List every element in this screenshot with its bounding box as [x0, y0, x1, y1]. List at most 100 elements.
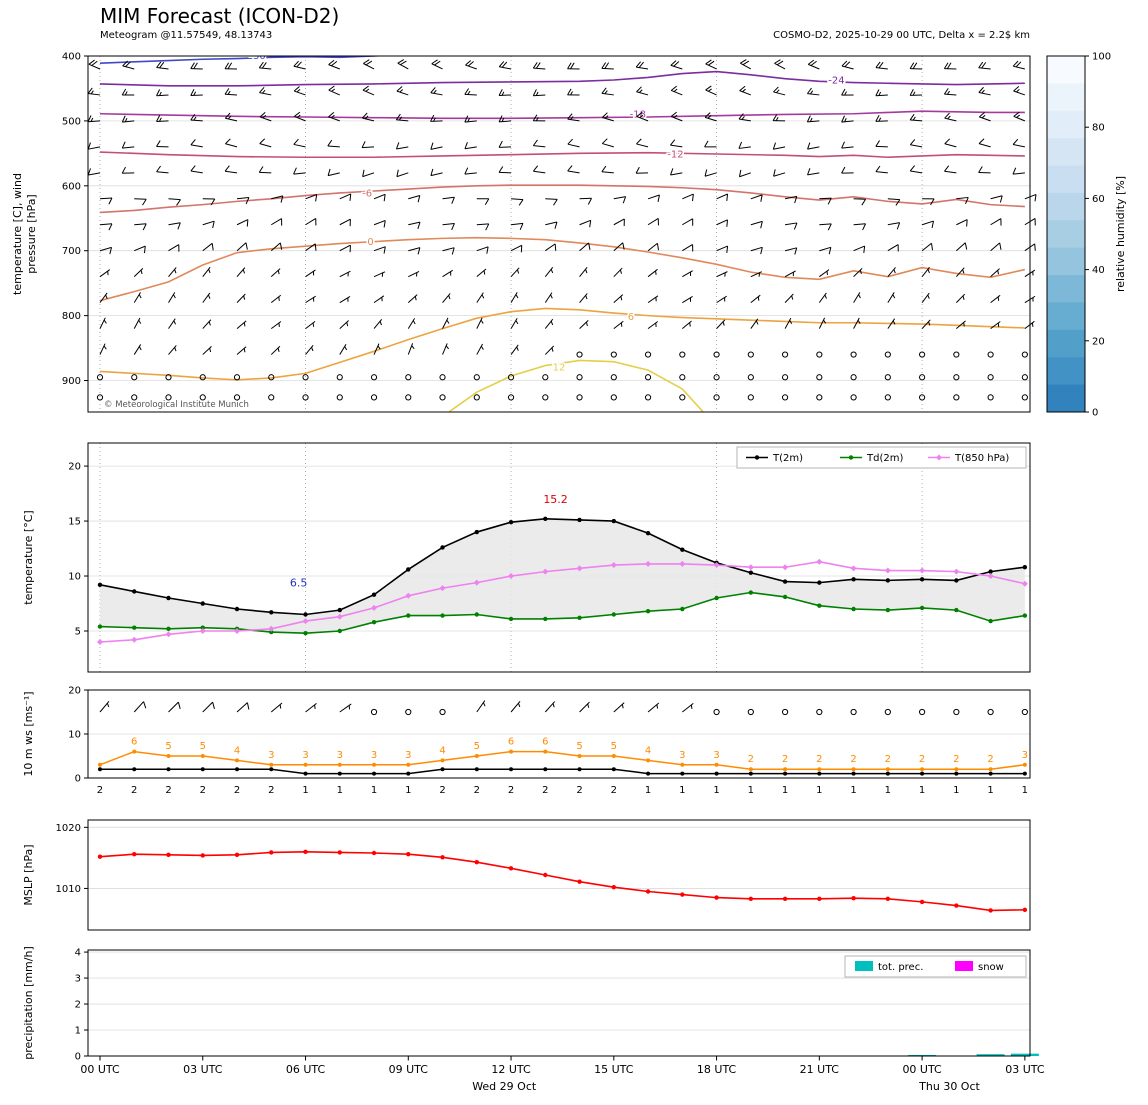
svg-text:0: 0 — [75, 1052, 81, 1063]
svg-text:18 UTC: 18 UTC — [697, 1063, 737, 1076]
svg-text:20: 20 — [68, 462, 81, 473]
svg-text:3: 3 — [268, 750, 274, 761]
svg-text:1: 1 — [919, 785, 925, 796]
svg-text:3: 3 — [1022, 750, 1028, 761]
svg-text:1: 1 — [748, 785, 754, 796]
svg-text:1: 1 — [953, 785, 959, 796]
svg-text:-6: -6 — [362, 188, 372, 199]
svg-text:12 UTC: 12 UTC — [491, 1063, 531, 1076]
svg-text:2: 2 — [953, 754, 959, 765]
svg-text:20: 20 — [1092, 336, 1105, 347]
svg-text:5: 5 — [576, 741, 582, 752]
svg-text:snow: snow — [978, 962, 1004, 973]
svg-text:6: 6 — [542, 737, 548, 748]
svg-text:4: 4 — [234, 745, 240, 756]
svg-text:1: 1 — [75, 1026, 81, 1037]
location-subtitle: Meteogram @11.57549, 48.13743 — [100, 30, 273, 41]
svg-text:80: 80 — [1092, 123, 1105, 134]
svg-text:3: 3 — [371, 750, 377, 761]
svg-text:2: 2 — [542, 785, 548, 796]
svg-text:100: 100 — [1092, 52, 1111, 63]
temperature-legend: T(2m) Td(2m) T(850 hPa) — [736, 446, 1027, 469]
svg-text:03 UTC: 03 UTC — [1005, 1063, 1045, 1076]
svg-text:6: 6 — [131, 737, 137, 748]
svg-text:tot. prec.: tot. prec. — [878, 962, 923, 973]
svg-text:1: 1 — [850, 785, 856, 796]
svg-text:400: 400 — [62, 52, 81, 63]
svg-text:3: 3 — [713, 750, 719, 761]
svg-text:60: 60 — [1092, 194, 1105, 205]
svg-text:5: 5 — [611, 741, 617, 752]
svg-text:2: 2 — [885, 754, 891, 765]
svg-text:2: 2 — [611, 785, 617, 796]
svg-text:4: 4 — [645, 745, 651, 756]
svg-text:12: 12 — [553, 362, 566, 373]
panel-temperature: 15.2 6.5 T(2m) Td(2m) T(850 hPa) 5 10 15 20 tempe… — [22, 442, 1031, 673]
svg-text:800: 800 — [62, 311, 81, 322]
svg-text:1: 1 — [371, 785, 377, 796]
svg-text:2: 2 — [75, 1000, 81, 1011]
svg-text:5: 5 — [200, 741, 206, 752]
ylabel-mslp: MSLP [hPa] — [22, 844, 35, 905]
svg-text:21 UTC: 21 UTC — [800, 1063, 840, 1076]
svg-text:-24: -24 — [828, 76, 844, 87]
t2m-td2m-fill — [99, 518, 1025, 634]
svg-text:2: 2 — [439, 785, 445, 796]
wind-barb-grid — [87, 59, 1037, 401]
svg-text:3: 3 — [75, 974, 81, 985]
svg-text:1: 1 — [645, 785, 651, 796]
page-title: MIM Forecast (ICON-D2) — [100, 4, 340, 28]
svg-text:15: 15 — [68, 517, 81, 528]
svg-text:T(850 hPa): T(850 hPa) — [954, 453, 1009, 464]
ylabel-wind10m: 10 m ws [ms⁻¹] — [22, 691, 35, 776]
panel-mslp: 1010 1020 MSLP [hPa] — [22, 819, 1031, 931]
svg-text:2: 2 — [268, 785, 274, 796]
svg-text:2: 2 — [165, 785, 171, 796]
svg-text:6: 6 — [628, 312, 634, 323]
svg-text:5: 5 — [474, 741, 480, 752]
svg-text:2: 2 — [200, 785, 206, 796]
svg-text:2: 2 — [508, 785, 514, 796]
panel-precipitation: tot. prec. snow 0 1 2 3 4 precipitation [mm/h] — [22, 946, 1039, 1063]
svg-text:-30: -30 — [249, 51, 265, 62]
model-info: COSMO-D2, 2025-10-29 00 UTC, Delta x = 2… — [773, 30, 1030, 41]
svg-text:3: 3 — [337, 750, 343, 761]
svg-text:20: 20 — [68, 686, 81, 697]
svg-text:0: 0 — [75, 774, 81, 785]
svg-text:3: 3 — [679, 750, 685, 761]
svg-text:Td(2m): Td(2m) — [866, 453, 903, 464]
svg-text:40: 40 — [1092, 265, 1105, 276]
annotation-15.2: 15.2 — [543, 493, 568, 506]
svg-text:3: 3 — [405, 750, 411, 761]
svg-text:2: 2 — [782, 754, 788, 765]
svg-text:600: 600 — [62, 181, 81, 192]
precip-legend: tot. prec. snow — [844, 955, 1027, 978]
svg-text:1: 1 — [782, 785, 788, 796]
svg-text:1: 1 — [885, 785, 891, 796]
svg-text:06 UTC: 06 UTC — [286, 1063, 326, 1076]
surface-wind-barbs — [99, 700, 1028, 716]
svg-text:2: 2 — [576, 785, 582, 796]
svg-text:03 UTC: 03 UTC — [183, 1063, 223, 1076]
svg-text:1010: 1010 — [56, 884, 81, 895]
svg-text:1: 1 — [987, 785, 993, 796]
svg-text:900: 900 — [62, 376, 81, 387]
svg-text:2: 2 — [816, 754, 822, 765]
svg-text:0: 0 — [1092, 408, 1098, 419]
svg-text:1020: 1020 — [56, 823, 81, 834]
svg-text:2: 2 — [748, 754, 754, 765]
svg-text:1: 1 — [713, 785, 719, 796]
day-label: Wed 29 Oct — [472, 1080, 537, 1093]
svg-text:2: 2 — [474, 785, 480, 796]
ylabel-upper-air-2: pressure [hPa] — [25, 194, 38, 273]
svg-text:6: 6 — [508, 737, 514, 748]
svg-text:T(2m): T(2m) — [772, 453, 803, 464]
svg-text:10: 10 — [68, 730, 81, 741]
svg-text:1: 1 — [337, 785, 343, 796]
svg-text:1: 1 — [816, 785, 822, 796]
svg-text:5: 5 — [75, 626, 81, 637]
day-label: Thu 30 Oct — [918, 1080, 980, 1093]
